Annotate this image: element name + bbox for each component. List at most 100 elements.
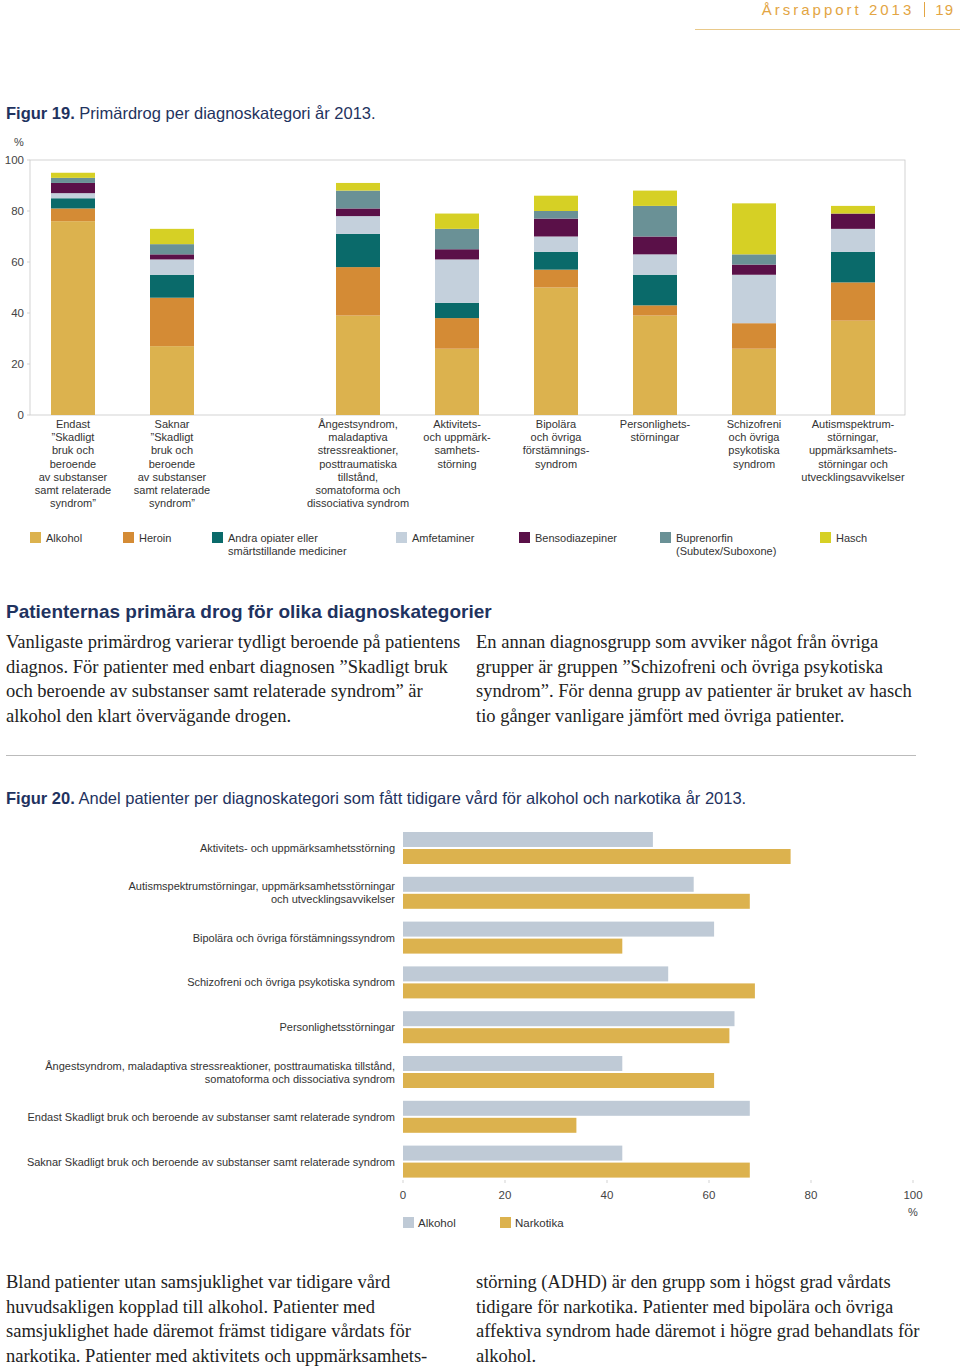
figure-label: Figur 19. xyxy=(6,104,75,122)
x-tick xyxy=(913,1180,914,1183)
x-tick-label: 80 xyxy=(805,1189,818,1201)
paragraph: Bland patienter utan samsjuklighet var t… xyxy=(6,1270,461,1368)
bar-segment xyxy=(51,183,95,193)
text-line: utvecklingsavvikelser xyxy=(801,471,905,483)
y-tick-label: 60 xyxy=(11,256,24,268)
bar-segment xyxy=(336,208,380,216)
bar xyxy=(403,1118,576,1133)
text-line: förstämnings- xyxy=(523,444,590,456)
axis-label: % xyxy=(908,1206,918,1218)
bar xyxy=(403,1146,622,1161)
text-line: av substanser xyxy=(39,471,108,483)
legend-swatch xyxy=(500,1217,511,1228)
x-tick-label: 60 xyxy=(703,1189,716,1201)
text-line: Amfetaminer xyxy=(412,532,475,544)
bars xyxy=(51,173,875,415)
x-tick-label: 100 xyxy=(903,1189,922,1201)
paragraph: Vanligaste primärdrog varierar tydligt b… xyxy=(6,630,461,728)
category-label: Aktivitets-och uppmärk-samhets-störning xyxy=(423,418,491,470)
y-tick xyxy=(27,415,30,416)
text-line: (Subutex/Suboxone) xyxy=(676,545,776,557)
text-line: av substanser xyxy=(138,471,207,483)
x-tick xyxy=(811,1180,812,1183)
legend-label: Heroin xyxy=(139,532,171,544)
bar xyxy=(403,922,714,937)
bar-segment xyxy=(51,173,95,178)
plot-frame xyxy=(30,160,905,415)
legend-swatch xyxy=(30,532,41,543)
legend-label: Buprenorfin(Subutex/Suboxone) xyxy=(676,532,776,557)
category-label: Schizofreni och övriga psykotiska syndro… xyxy=(187,976,395,988)
category-label: Bipoläraoch övrigaförstämnings-syndrom xyxy=(523,418,590,470)
text-line: och utvecklingsavvikelser xyxy=(271,893,395,905)
text-line: bruk och xyxy=(52,444,94,456)
y-tick xyxy=(27,364,30,365)
x-tick-label: 40 xyxy=(601,1189,614,1201)
text-line: syndrom xyxy=(535,458,577,470)
category-label: Schizofrenioch övrigapsykotiskasyndrom xyxy=(727,418,781,470)
figure-19: %020406080100Endast”Skadligtbruk ochbero… xyxy=(5,136,905,557)
bar-segment xyxy=(336,183,380,191)
text-line: Saknar xyxy=(155,418,190,430)
bar xyxy=(403,1073,714,1088)
bar xyxy=(403,1028,729,1043)
text-line: ”Skadligt xyxy=(151,431,194,443)
bar-segment xyxy=(732,254,776,264)
bar-segment xyxy=(150,254,194,259)
bar-segment xyxy=(732,203,776,254)
bar xyxy=(403,1101,750,1116)
text-line: Ångestsyndrom, maladaptiva stressreaktio… xyxy=(45,1060,395,1072)
axis-label: % xyxy=(14,136,24,148)
text-line: Schizofreni xyxy=(727,418,781,430)
bar-segment xyxy=(534,270,578,288)
legend-label: Alkohol xyxy=(46,532,82,544)
legend-label: Andra opiater ellersmärtstillande medici… xyxy=(228,532,347,557)
bar-segment xyxy=(336,267,380,315)
legend-label: Bensodiazepiner xyxy=(535,532,617,544)
bar-segment xyxy=(534,219,578,237)
y-tick-label: 40 xyxy=(11,307,24,319)
y-tick-label: 0 xyxy=(18,409,24,421)
bar xyxy=(403,966,668,981)
bar-segment xyxy=(435,303,479,318)
text-line: och övriga xyxy=(729,431,781,443)
figure-caption: Andel patienter per diagnoskategori som … xyxy=(78,789,746,807)
paragraph: störning (ADHD) är den grupp som i högst… xyxy=(476,1270,921,1368)
text-line: störning xyxy=(437,458,476,470)
text-line: Autismspektrum- xyxy=(812,418,895,430)
text-line: Buprenorfin xyxy=(676,532,733,544)
bar-segment xyxy=(51,208,95,221)
y-tick xyxy=(27,262,30,263)
category-label: Ångestsyndrom, maladaptiva stressreaktio… xyxy=(45,1060,395,1085)
bar-segment xyxy=(51,178,95,183)
x-tick xyxy=(607,1180,608,1183)
bar-segment xyxy=(732,275,776,323)
legend-swatch xyxy=(396,532,407,543)
bar-segment xyxy=(150,244,194,254)
bar-segment xyxy=(534,211,578,219)
text-line: Personlighetsstörningar xyxy=(279,1021,395,1033)
text-line: bruk och xyxy=(151,444,193,456)
legend-label: Hasch xyxy=(836,532,867,544)
text-line: Ångestsyndrom, xyxy=(318,418,397,430)
legend-label: Narkotika xyxy=(515,1217,564,1229)
text-line: uppmärksamhets- xyxy=(809,444,897,456)
bar-segment xyxy=(150,346,194,415)
bar-segment xyxy=(534,288,578,416)
category-label: Ångestsyndrom,maladaptivastressreaktione… xyxy=(307,418,409,509)
bar-segment xyxy=(336,316,380,415)
y-tick-label: 20 xyxy=(11,358,24,370)
text-line: Endast Skadligt bruk och beroende av sub… xyxy=(28,1111,395,1123)
bar-segment xyxy=(150,275,194,298)
text-line: störningar och xyxy=(818,458,888,470)
section-heading: Patienternas primära drog för olika diag… xyxy=(6,601,492,623)
x-tick-label: 20 xyxy=(499,1189,512,1201)
text-line: stressreaktioner, xyxy=(318,444,399,456)
bar-segment xyxy=(150,298,194,346)
bar-segment xyxy=(534,252,578,270)
category-label: Endast Skadligt bruk och beroende av sub… xyxy=(28,1111,395,1123)
text-line: syndrom xyxy=(733,458,775,470)
text-line: ”Skadligt xyxy=(52,431,95,443)
text-line: somatoforma och xyxy=(316,484,401,496)
text-line: dissociativa syndrom xyxy=(307,497,409,509)
